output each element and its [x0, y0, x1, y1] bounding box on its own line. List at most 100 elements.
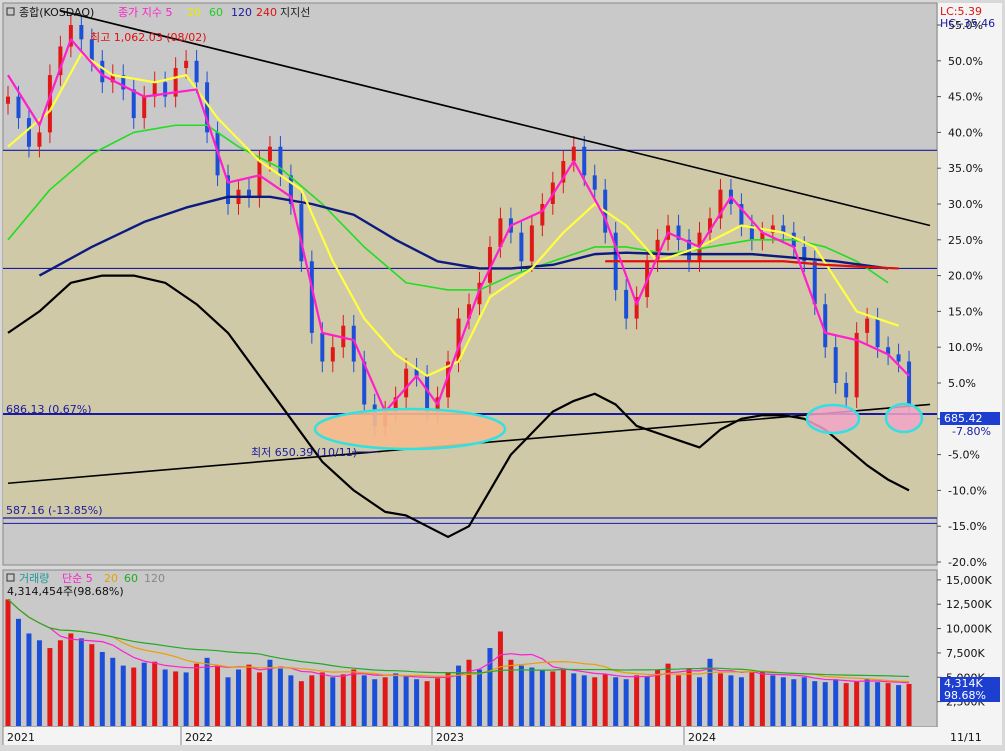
current-pct-text: -7.80%	[952, 425, 991, 438]
volume-latest: 4,314,454주(98.68%)	[7, 585, 124, 598]
volume-bar	[319, 672, 325, 726]
legend-box-icon[interactable]	[6, 7, 15, 16]
candle-body	[184, 60, 189, 68]
x-tick-label: 2024	[688, 731, 716, 744]
volume-bar	[141, 662, 147, 726]
current-value-text: 685.42	[944, 412, 983, 425]
candle-body	[634, 297, 639, 319]
candle-body	[320, 332, 325, 362]
candle-body	[749, 225, 754, 240]
candle-body	[341, 325, 346, 348]
candle-body	[47, 75, 52, 133]
volume-legend-box-icon[interactable]	[6, 573, 15, 582]
volume-bar	[393, 673, 399, 726]
volume-bar	[435, 678, 441, 726]
candle-body	[487, 246, 492, 283]
volume-bar	[89, 644, 95, 726]
x-ticks: 2021 2022 2023 2024 11/11	[2, 727, 982, 745]
volume-bar	[843, 683, 849, 726]
candle-body	[865, 318, 870, 333]
volume-tick-label: 7,500K	[946, 647, 985, 660]
volume-bar	[173, 671, 179, 726]
candle-body	[299, 204, 304, 262]
support-band	[3, 150, 937, 518]
candle-body	[529, 225, 534, 262]
candle-body	[226, 175, 231, 204]
support-label: 지지선	[280, 6, 310, 19]
volume-bar	[5, 599, 11, 726]
y-tick-label: 15.0%	[948, 305, 983, 318]
y-tick-label: 5.0%	[948, 377, 976, 390]
candle-body	[142, 96, 147, 119]
volume-bar	[466, 659, 472, 726]
y-tick-label: 35.0%	[948, 162, 983, 175]
volume-bars	[5, 598, 912, 726]
candle-body	[446, 361, 451, 398]
ma120-label: 120	[231, 6, 252, 19]
volume-bar	[697, 677, 702, 726]
candle-body	[561, 161, 566, 183]
candle-body	[173, 67, 178, 97]
volume-bar	[655, 669, 661, 726]
candle-body	[100, 60, 105, 83]
volume-bar	[225, 677, 231, 726]
price-y-ticks: 55.0% 50.0% 45.0% 40.0% 35.0% 30.0% 25.0% 20.0%…	[937, 19, 987, 569]
volume-bar	[277, 668, 283, 726]
volume-bar	[822, 682, 828, 726]
volume-title: 거래량	[19, 572, 49, 585]
candle-body	[6, 96, 10, 104]
ma5-line	[7, 38, 910, 413]
y-tick-label: -20.0%	[948, 556, 987, 569]
y-tick-label: 50.0%	[948, 55, 983, 68]
volume-bar	[749, 672, 755, 726]
candle-body	[886, 347, 891, 355]
lc-readout: LC:5.39	[940, 5, 982, 18]
volume-bar	[424, 681, 430, 726]
ma20-label: 20	[187, 6, 201, 19]
volume-bar	[340, 674, 346, 726]
y-tick-label: 40.0%	[948, 126, 983, 139]
x-tick-label: 2023	[436, 731, 464, 744]
volume-bar	[592, 677, 598, 726]
candle-body	[26, 118, 31, 147]
volume-tick-label: 15,000K	[946, 574, 992, 587]
volume-legend: 거래량 단순 5 20 60 120 4,314,454주(98.68%)	[6, 572, 165, 598]
volume-bar	[812, 681, 818, 726]
volume-bar	[896, 685, 902, 726]
candle-body	[718, 189, 723, 219]
volume-bar	[864, 679, 870, 726]
volume-bar	[801, 677, 807, 726]
ma120-line	[38, 195, 889, 277]
candle-body	[582, 146, 587, 176]
high-annotation: 최고 1,062.03 (08/02)	[90, 31, 207, 44]
volume-bar	[529, 667, 535, 726]
candle-body	[854, 332, 859, 398]
candle-body	[267, 146, 272, 162]
lower-level-label: 587.16 (-13.85%)	[6, 504, 102, 517]
candle-body	[309, 261, 314, 333]
volume-bar	[623, 679, 629, 726]
trend-line	[60, 9, 931, 227]
candle-body	[89, 39, 94, 61]
volume-bar	[414, 679, 420, 726]
volume-bar	[236, 669, 241, 726]
volume-bar	[602, 674, 608, 726]
volume-bar	[215, 665, 221, 726]
low-annotation: 최저 650.39 (10/11)	[251, 446, 357, 459]
volume-bar	[445, 672, 451, 726]
candle-body	[802, 246, 807, 262]
candle-body	[79, 25, 84, 40]
y-tick-label: 30.0%	[948, 198, 983, 211]
ma5-label: 종가 지수 5	[118, 6, 172, 19]
x-axis-panel	[3, 727, 1002, 745]
volume-bar	[581, 675, 587, 726]
x-tick-label: 11/11	[950, 731, 982, 744]
candle-body	[330, 347, 335, 362]
y-tick-label: 25.0%	[948, 234, 983, 247]
candle-body	[844, 383, 849, 398]
candle-body	[257, 161, 262, 197]
chart-title: 종합(KOSDAQ)	[19, 6, 94, 19]
volume-bar	[634, 675, 640, 726]
y-tick-label: 55.0%	[948, 19, 983, 32]
